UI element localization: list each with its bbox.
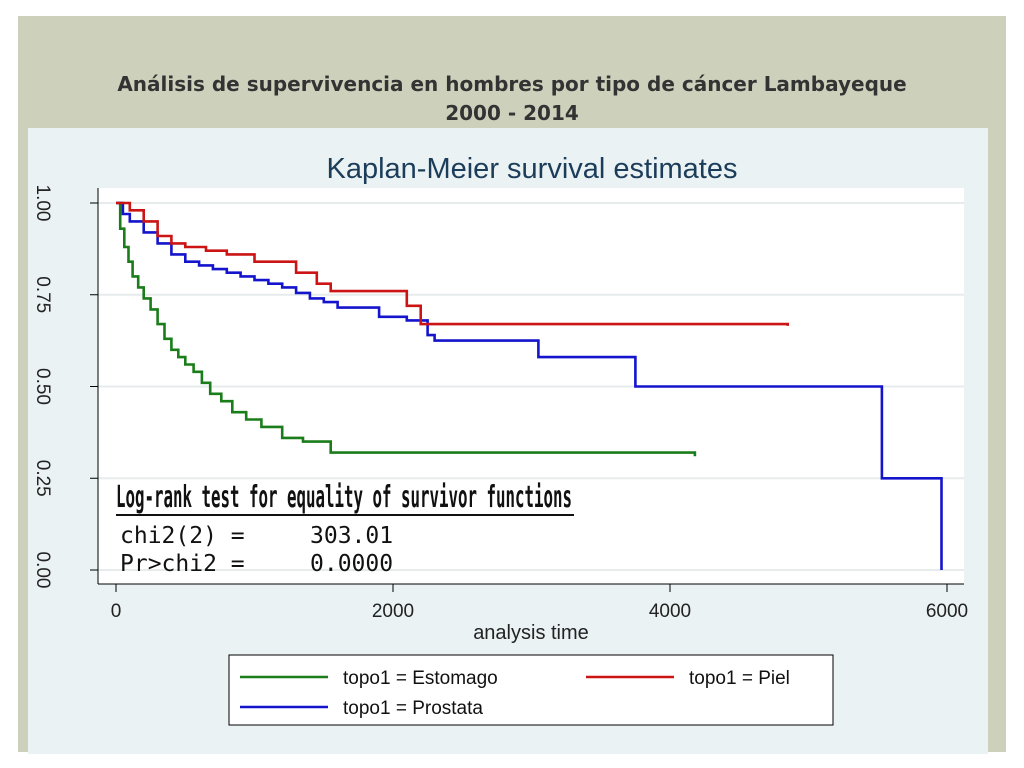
slide-title-line-1: Análisis de supervivencia en hombres por… [117, 72, 907, 96]
logrank-heading: Log-rank test for equality of survivor f… [116, 480, 572, 515]
series-line-prostata [116, 201, 943, 570]
y-tick-label-3: 0.75 [32, 276, 53, 313]
slide-title-line-2: 2000 - 2014 [445, 101, 579, 125]
y-tick-label-1: 0.25 [32, 460, 53, 497]
x-ticks: 0 2000 4000 6000 [111, 584, 968, 622]
legend: topo1 = Estomago topo1 = Piel topo1 = Pr… [228, 654, 834, 726]
x-axis-label: analysis time [473, 622, 589, 644]
chi2-value: 303.01 [310, 523, 393, 549]
y-tick-label-2: 0.50 [32, 368, 53, 405]
y-ticks: 0.00 0.25 0.50 0.75 1.00 [32, 185, 98, 589]
series-line-piel [116, 201, 789, 326]
legend-label-piel: topo1 = Piel [689, 668, 790, 689]
chart-title: Kaplan-Meier survival estimates [327, 153, 738, 185]
y-tick-label-0: 0.00 [32, 552, 53, 589]
logrank-annotation: Log-rank test for equality of survivor f… [116, 480, 574, 577]
series-lines [116, 201, 943, 570]
series-line-estomago [116, 201, 697, 457]
legend-box [228, 654, 834, 726]
x-tick-label-0: 0 [111, 601, 122, 622]
pvalue-label: Pr>chi2 = [120, 551, 245, 577]
chi2-label: chi2(2) = [120, 523, 245, 549]
slide-title: Análisis de supervivencia en hombres por… [18, 70, 1006, 128]
x-tick-label-2: 4000 [649, 601, 691, 622]
x-tick-label-1: 2000 [372, 601, 414, 622]
pvalue-value: 0.0000 [310, 551, 393, 577]
y-tick-label-4: 1.00 [32, 185, 53, 222]
legend-label-estomago: topo1 = Estomago [343, 668, 498, 689]
x-tick-label-3: 6000 [926, 601, 968, 622]
legend-label-prostata: topo1 = Prostata [343, 698, 483, 719]
